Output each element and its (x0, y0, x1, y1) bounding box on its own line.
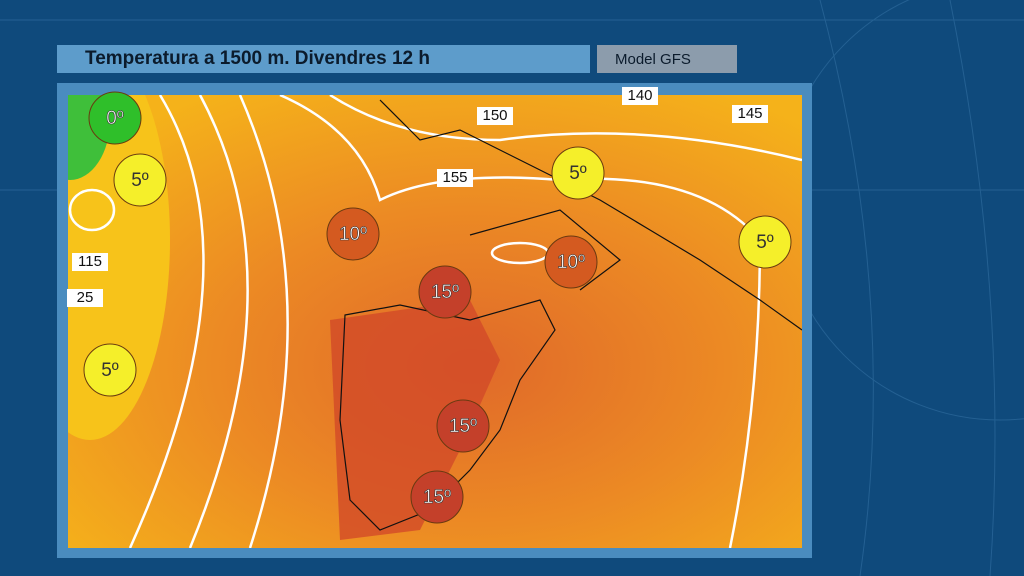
temperature-marker (326, 207, 380, 261)
temperature-label: 5º (101, 360, 119, 381)
contour-label: 150 (482, 107, 507, 124)
title-bar (57, 45, 590, 73)
temperature-label: 5º (131, 170, 149, 191)
model-box (597, 45, 737, 73)
temperature-label: 5º (569, 163, 587, 184)
model-label: Model GFS (615, 51, 691, 68)
contour-label: 115 (78, 253, 102, 270)
temperature-marker (88, 91, 142, 145)
title: Temperatura a 1500 m. Divendres 12 h (85, 48, 430, 69)
temperature-label: 5º (756, 232, 774, 253)
contour-label: 25 (77, 289, 94, 306)
contour-label: 140 (627, 87, 652, 104)
temperature-marker (544, 235, 598, 289)
contour-label-bg (72, 253, 108, 271)
temperature-marker (418, 265, 472, 319)
contour-label-bg (732, 105, 768, 123)
temperature-marker (410, 470, 464, 524)
coastlines (339, 99, 802, 531)
contour-label: 155 (442, 169, 467, 186)
contour-label-bg (67, 289, 103, 307)
temperature-label: 15º (423, 487, 451, 508)
contour-label-bg (622, 87, 658, 105)
hot-zone (330, 300, 500, 540)
temperature-marker (551, 146, 605, 200)
temperature-label: 0º (106, 108, 124, 129)
contour-label-bg (437, 169, 473, 187)
temperature-marker (113, 153, 167, 207)
temperature-marker (436, 399, 490, 453)
temperature-marker (83, 343, 137, 397)
contour-label-bg (477, 107, 513, 125)
temperature-marker (738, 215, 792, 269)
temperature-label: 10º (557, 252, 585, 273)
contour-label: 145 (737, 105, 762, 122)
temperature-label: 10º (339, 224, 367, 245)
temperature-label: 15º (449, 416, 477, 437)
temperature-label: 15º (431, 282, 459, 303)
